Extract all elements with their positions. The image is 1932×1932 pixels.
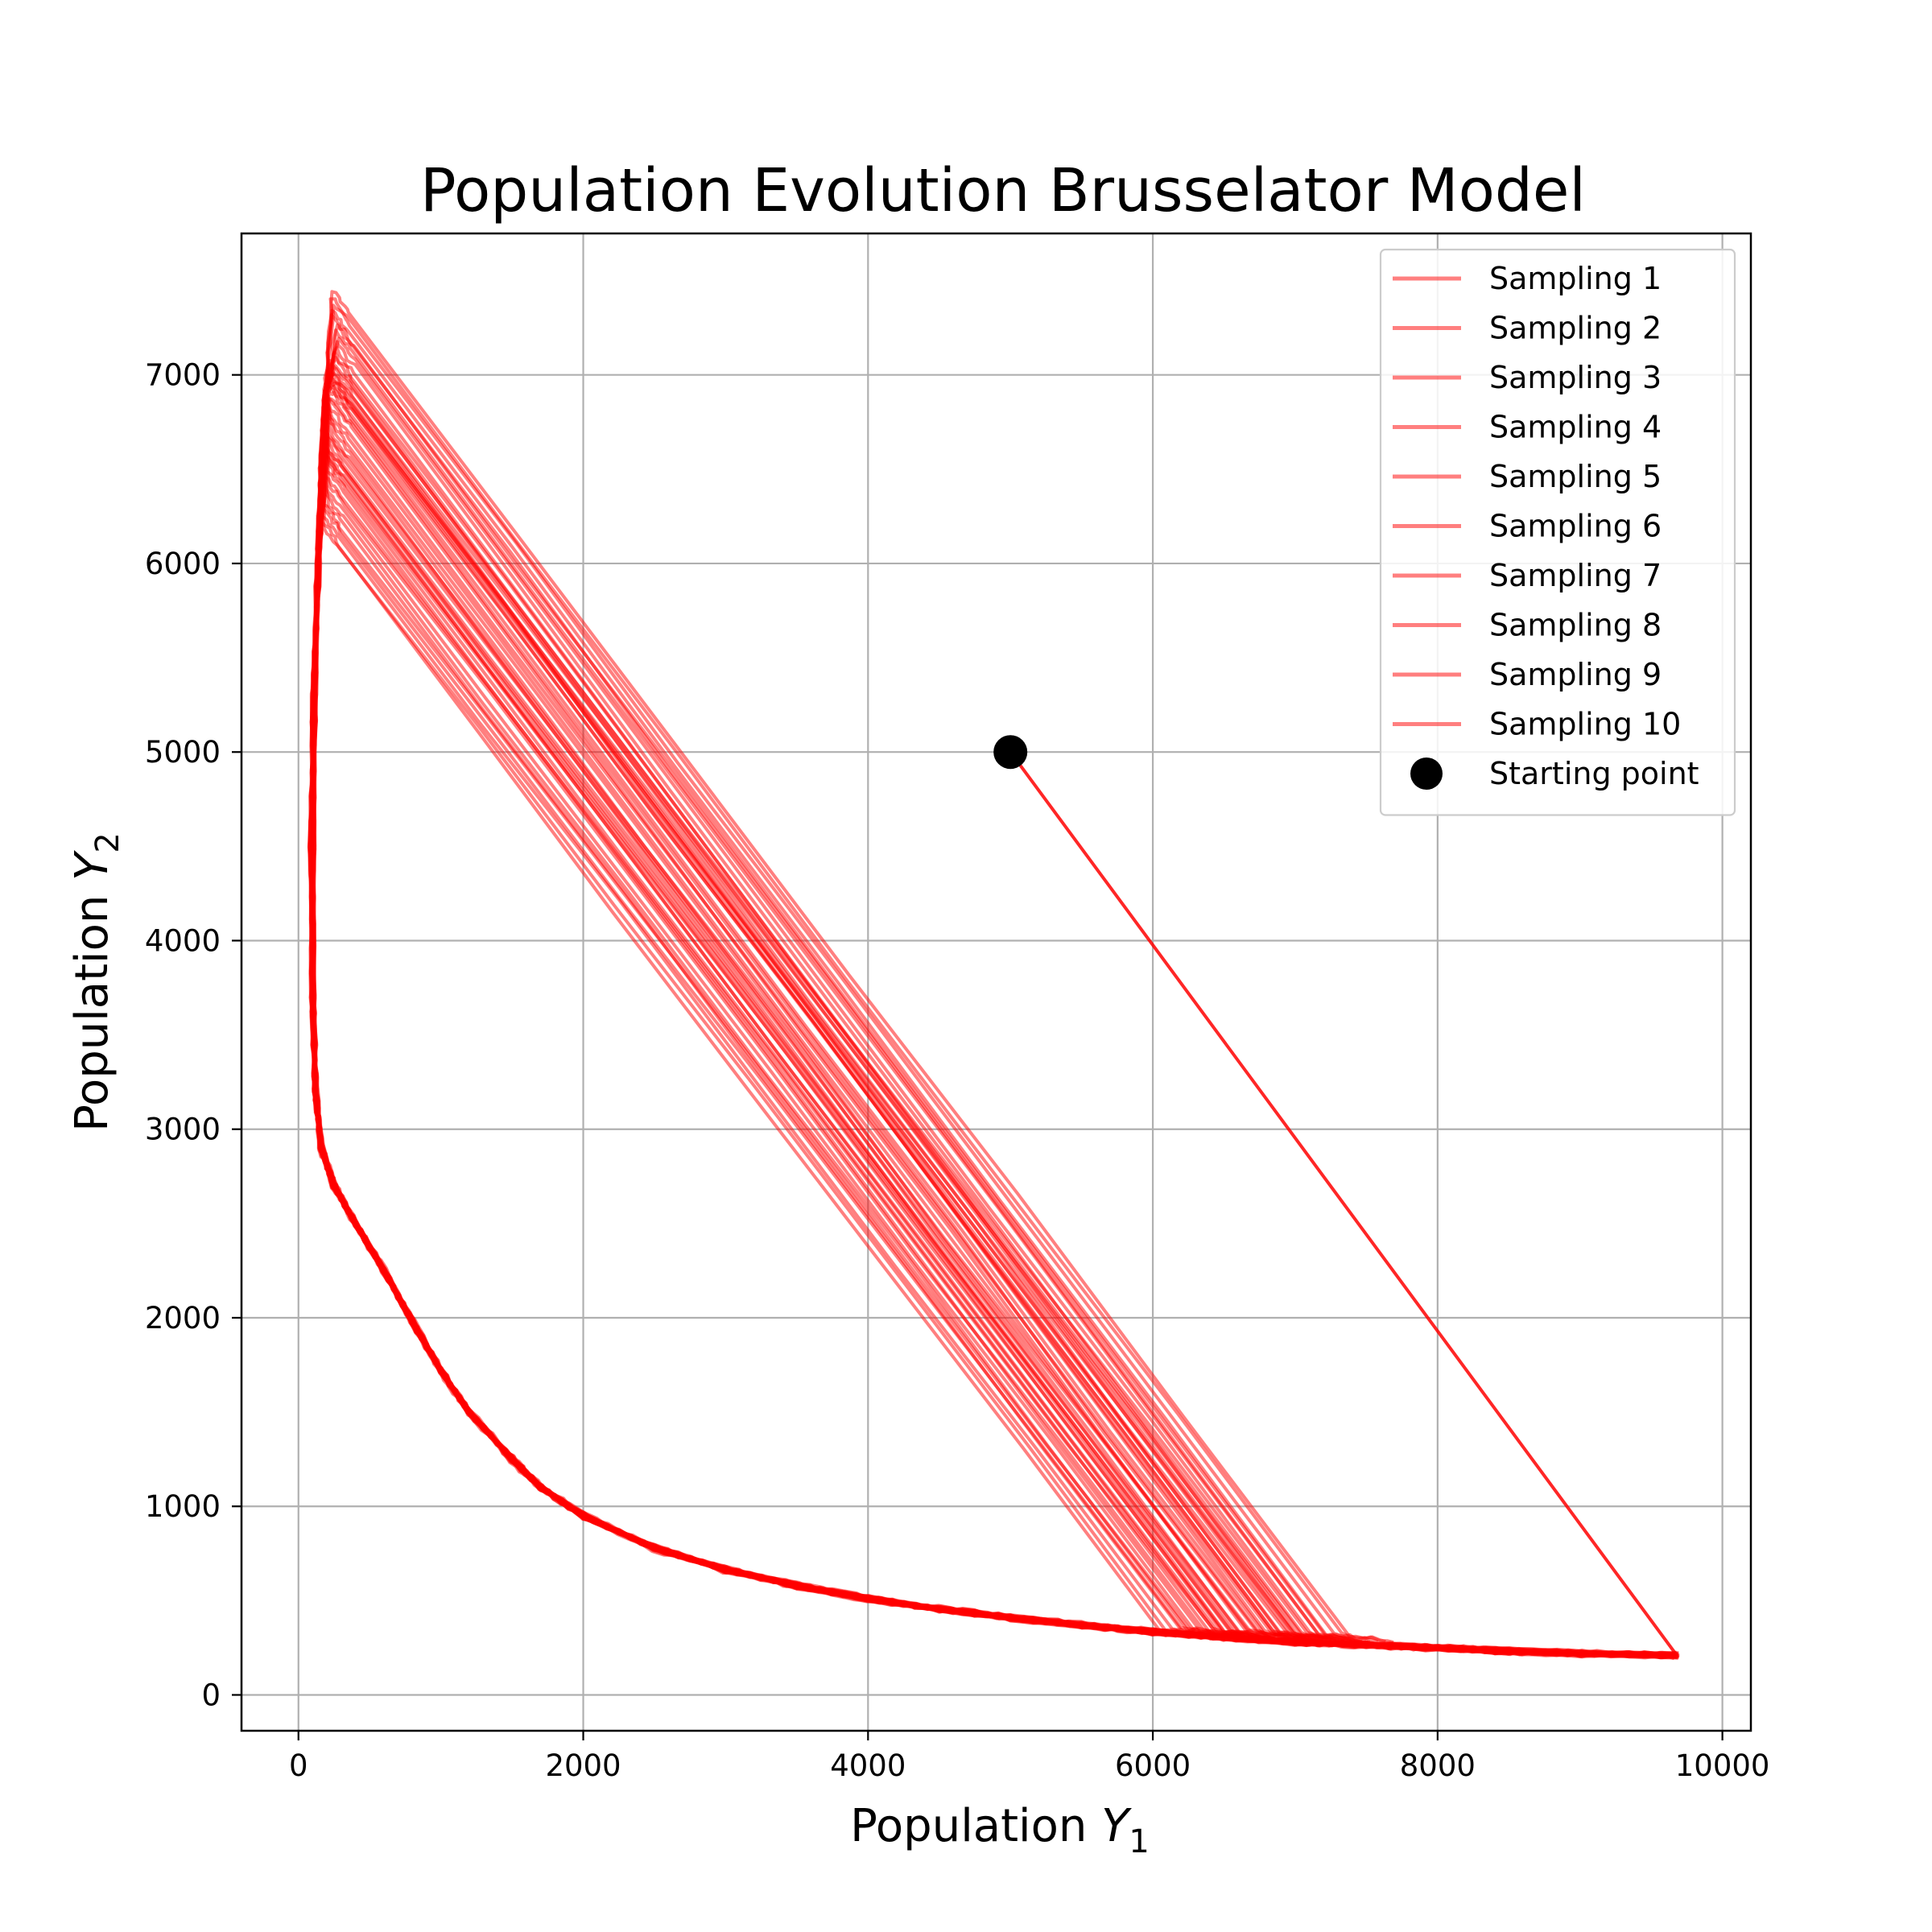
legend-label-6: Sampling 6 <box>1489 509 1662 544</box>
y-tick-label-2: 2000 <box>145 1301 221 1335</box>
legend-label-3: Sampling 3 <box>1489 360 1662 395</box>
starting-point-layer <box>993 735 1028 770</box>
legend-label-5: Sampling 5 <box>1489 459 1662 494</box>
y-axis-label-prefix: Population <box>66 881 118 1132</box>
legend-label-7: Sampling 7 <box>1489 558 1662 593</box>
transient-line <box>1009 751 1678 1657</box>
legend-box <box>1379 248 1736 816</box>
x-axis-label-subscript: 1 <box>1129 1823 1149 1860</box>
legend-label-10: Sampling 10 <box>1489 707 1681 742</box>
starting-point-marker <box>993 735 1028 770</box>
y-axis-label-subscript: 2 <box>89 832 126 852</box>
legend-swatch-starting-point <box>1410 758 1443 790</box>
x-axis-label-prefix: Population <box>850 1800 1101 1852</box>
legend-label-9: Sampling 9 <box>1489 657 1662 692</box>
y-tick-label-0: 0 <box>201 1678 221 1712</box>
y-axis-label: Population Y2 <box>66 832 126 1132</box>
plot-frame <box>240 232 1752 1732</box>
x-tick-label-0: 0 <box>289 1748 308 1783</box>
legend: Sampling 1 Sampling 2 Sampling 3 Sampling 4… <box>1379 248 1736 816</box>
x-tick-label-1: 2000 <box>545 1748 621 1783</box>
y-axis-label-symbol: Y <box>66 850 118 881</box>
x-tick-label-2: 4000 <box>830 1748 906 1783</box>
x-tick-label-3: 6000 <box>1115 1748 1191 1783</box>
series-10-cycle-5 <box>308 359 1678 1660</box>
legend-label-8: Sampling 8 <box>1489 608 1662 643</box>
chart-title: Population Evolution Brusselator Model <box>420 156 1586 225</box>
x-tick-label-5: 10000 <box>1675 1748 1770 1783</box>
legend-label-11: Starting point <box>1489 756 1699 791</box>
x-axis-label-symbol: Y <box>1101 1800 1132 1852</box>
x-axis-label: Population Y1 <box>850 1800 1150 1860</box>
legend-label-1: Sampling 1 <box>1489 261 1662 296</box>
y-tick-label-4: 4000 <box>145 923 221 958</box>
x-tick-label-4: 8000 <box>1400 1748 1476 1783</box>
y-tick-label-7: 7000 <box>145 358 221 393</box>
y-tick-label-3: 3000 <box>145 1113 221 1147</box>
series-10 <box>308 359 1678 1660</box>
legend-label-4: Sampling 4 <box>1489 410 1662 445</box>
y-tick-label-5: 5000 <box>145 735 221 770</box>
y-tick-label-1: 1000 <box>145 1489 221 1524</box>
y-axis-ticks: 0 1000 2000 3000 4000 5000 6000 7000 <box>145 358 242 1712</box>
legend-label-2: Sampling 2 <box>1489 311 1662 346</box>
grid <box>242 233 1751 1731</box>
plot-lines <box>307 290 1680 1661</box>
y-tick-label-6: 6000 <box>145 547 221 581</box>
x-axis-ticks: 0 2000 4000 6000 8000 10000 <box>289 1731 1769 1783</box>
